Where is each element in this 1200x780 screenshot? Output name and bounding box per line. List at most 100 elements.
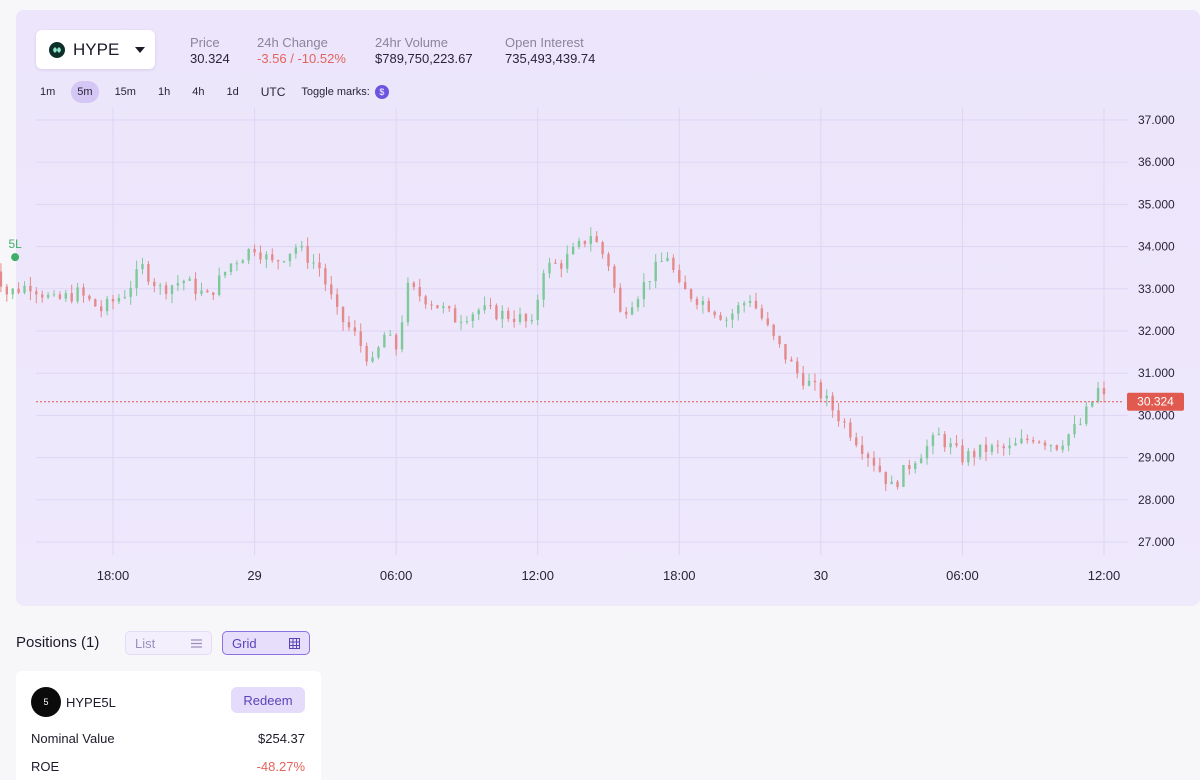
candle-body bbox=[1079, 423, 1082, 425]
candle-body bbox=[707, 300, 710, 312]
candle-body bbox=[17, 288, 20, 293]
y-tick-label: 29.000 bbox=[1138, 451, 1175, 465]
candle-body bbox=[825, 395, 828, 399]
candle-body bbox=[371, 357, 374, 362]
candle-body bbox=[507, 310, 510, 319]
candle-body bbox=[394, 334, 398, 350]
x-tick-label: 12:00 bbox=[1088, 568, 1121, 583]
y-tick-label: 37.000 bbox=[1138, 113, 1175, 127]
candle-body bbox=[813, 380, 817, 383]
candle-body bbox=[990, 445, 994, 452]
candle-body bbox=[790, 359, 793, 362]
last-price-tag bbox=[1127, 392, 1184, 411]
candle-body bbox=[884, 471, 887, 485]
candle-body bbox=[872, 457, 876, 466]
candle-body bbox=[778, 336, 781, 345]
y-tick-label: 32.000 bbox=[1138, 324, 1175, 338]
candle-body bbox=[678, 269, 681, 283]
candle-body bbox=[288, 253, 292, 262]
candle-body bbox=[365, 345, 368, 362]
interval-4h[interactable]: 4h bbox=[192, 86, 205, 98]
view-grid-button[interactable]: Grid bbox=[222, 631, 310, 655]
x-tick-label: 18:00 bbox=[97, 568, 130, 583]
candle-body bbox=[353, 327, 357, 332]
candle-body bbox=[919, 458, 923, 464]
x-tick-label: 12:00 bbox=[521, 568, 554, 583]
candle-body bbox=[64, 293, 68, 299]
position-row-roe: ROE -48.27% bbox=[31, 759, 305, 774]
position-marker-dot bbox=[11, 253, 20, 262]
candle-body bbox=[501, 310, 504, 320]
candle-body bbox=[571, 246, 575, 255]
candle-body bbox=[430, 304, 433, 306]
dollar-marks-icon[interactable]: $ bbox=[374, 85, 389, 99]
candle-body bbox=[784, 344, 787, 360]
y-tick-label: 36.000 bbox=[1138, 155, 1175, 169]
candle-body bbox=[973, 451, 976, 458]
interval-1h[interactable]: 1h bbox=[157, 86, 171, 98]
candle-body bbox=[400, 322, 404, 350]
candle-body bbox=[1067, 434, 1070, 446]
candle-body bbox=[453, 308, 457, 323]
candle-body bbox=[76, 287, 79, 302]
position-marker-label: 5L bbox=[8, 237, 22, 251]
view-list-button[interactable]: List bbox=[125, 631, 212, 655]
interval-bar: 1m 5m 15m 1h 4h 1d UTC Toggle marks: $ bbox=[34, 81, 389, 103]
candle-body bbox=[542, 273, 545, 300]
candle-body bbox=[46, 294, 50, 298]
candle-body bbox=[855, 437, 858, 446]
y-tick-label: 33.000 bbox=[1138, 282, 1175, 296]
candle-body bbox=[235, 263, 239, 265]
candle-body bbox=[217, 275, 221, 295]
candle-body bbox=[937, 434, 941, 436]
candle-body bbox=[978, 444, 982, 458]
candle-body bbox=[766, 318, 769, 325]
candle-body bbox=[41, 294, 44, 298]
candle-body bbox=[212, 292, 215, 295]
row-value: $254.37 bbox=[258, 731, 305, 746]
candle-body bbox=[459, 321, 463, 323]
interval-1d[interactable]: 1d bbox=[226, 86, 239, 98]
x-tick-label: 29 bbox=[247, 568, 261, 583]
candle-body bbox=[1096, 388, 1100, 402]
hype5l-coin-icon: 5 bbox=[31, 687, 61, 717]
stat-value: -3.56 / -10.52% bbox=[257, 51, 346, 66]
row-value: -48.27% bbox=[256, 759, 305, 774]
redeem-button[interactable]: Redeem bbox=[231, 687, 305, 713]
interval-5m[interactable]: 5m bbox=[71, 81, 99, 103]
interval-15m[interactable]: 15m bbox=[114, 86, 136, 98]
candle-body bbox=[206, 290, 209, 293]
candle-body bbox=[742, 303, 746, 306]
candle-body bbox=[424, 296, 427, 305]
row-label: ROE bbox=[31, 759, 60, 774]
candle-body bbox=[748, 300, 752, 304]
candle-body bbox=[560, 263, 563, 269]
candle-body bbox=[1073, 424, 1076, 435]
candle-body bbox=[666, 257, 669, 262]
stat-value: 30.324 bbox=[190, 51, 230, 66]
candle-body bbox=[1102, 388, 1106, 395]
candle-body bbox=[11, 288, 14, 295]
candle-body bbox=[94, 299, 97, 307]
x-tick-label: 06:00 bbox=[946, 568, 979, 583]
candle-body bbox=[117, 297, 121, 302]
timezone-button[interactable]: UTC bbox=[260, 85, 286, 99]
candle-body bbox=[689, 289, 693, 299]
price-chart[interactable]: 37.000 36.000 35.000 34.000 33.000 32.000 31.0… bbox=[0, 0, 1200, 606]
stat-value: $789,750,223.67 bbox=[375, 51, 473, 66]
candle-body bbox=[52, 294, 56, 296]
candle-body bbox=[265, 254, 268, 260]
candle-body bbox=[1091, 401, 1094, 407]
symbol-selector[interactable]: HYPE bbox=[36, 30, 155, 69]
candle-body bbox=[35, 291, 38, 295]
candle-body bbox=[194, 278, 197, 294]
candle-body bbox=[82, 287, 85, 296]
candle-body bbox=[377, 347, 380, 358]
candle-body bbox=[737, 305, 740, 314]
candle-body bbox=[878, 465, 882, 472]
stat-label: 24hr Volume bbox=[375, 35, 448, 50]
interval-1m[interactable]: 1m bbox=[40, 86, 56, 98]
candle-body bbox=[200, 290, 203, 294]
symbol-name: HYPE bbox=[73, 39, 120, 59]
candle-body bbox=[843, 421, 846, 423]
